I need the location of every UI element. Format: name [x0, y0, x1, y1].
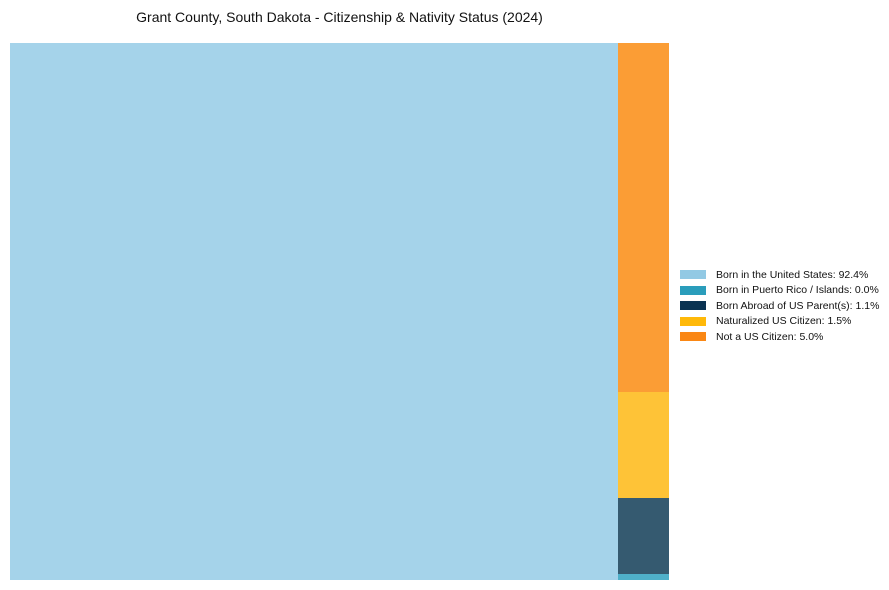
chart-title: Grant County, South Dakota - Citizenship… — [136, 9, 543, 25]
legend-item: Naturalized US Citizen: 1.5% — [680, 314, 879, 330]
legend-item: Born in Puerto Rico / Islands: 0.0% — [680, 283, 879, 299]
legend-item: Born in the United States: 92.4% — [680, 267, 879, 283]
legend-swatch — [680, 301, 706, 311]
treemap-tile-puerto-rico — [618, 574, 669, 580]
legend-label: Born Abroad of US Parent(s): 1.1% — [716, 299, 880, 312]
legend-label: Naturalized US Citizen: 1.5% — [716, 315, 852, 328]
treemap-tile-born-us — [10, 43, 618, 580]
legend-swatch — [680, 316, 706, 326]
legend: Born in the United States: 92.4% Born in … — [680, 267, 879, 345]
legend-item: Not a US Citizen: 5.0% — [680, 329, 879, 345]
treemap-tile-not-citizen — [618, 43, 669, 392]
treemap-tile-naturalized — [618, 392, 669, 498]
treemap-tile-born-abroad — [618, 498, 669, 574]
legend-swatch — [680, 270, 706, 280]
legend-item: Born Abroad of US Parent(s): 1.1% — [680, 298, 879, 314]
legend-label: Not a US Citizen: 5.0% — [716, 330, 824, 343]
legend-label: Born in Puerto Rico / Islands: 0.0% — [716, 284, 879, 297]
legend-label: Born in the United States: 92.4% — [716, 268, 869, 281]
legend-swatch — [680, 332, 706, 342]
legend-swatch — [680, 285, 706, 295]
